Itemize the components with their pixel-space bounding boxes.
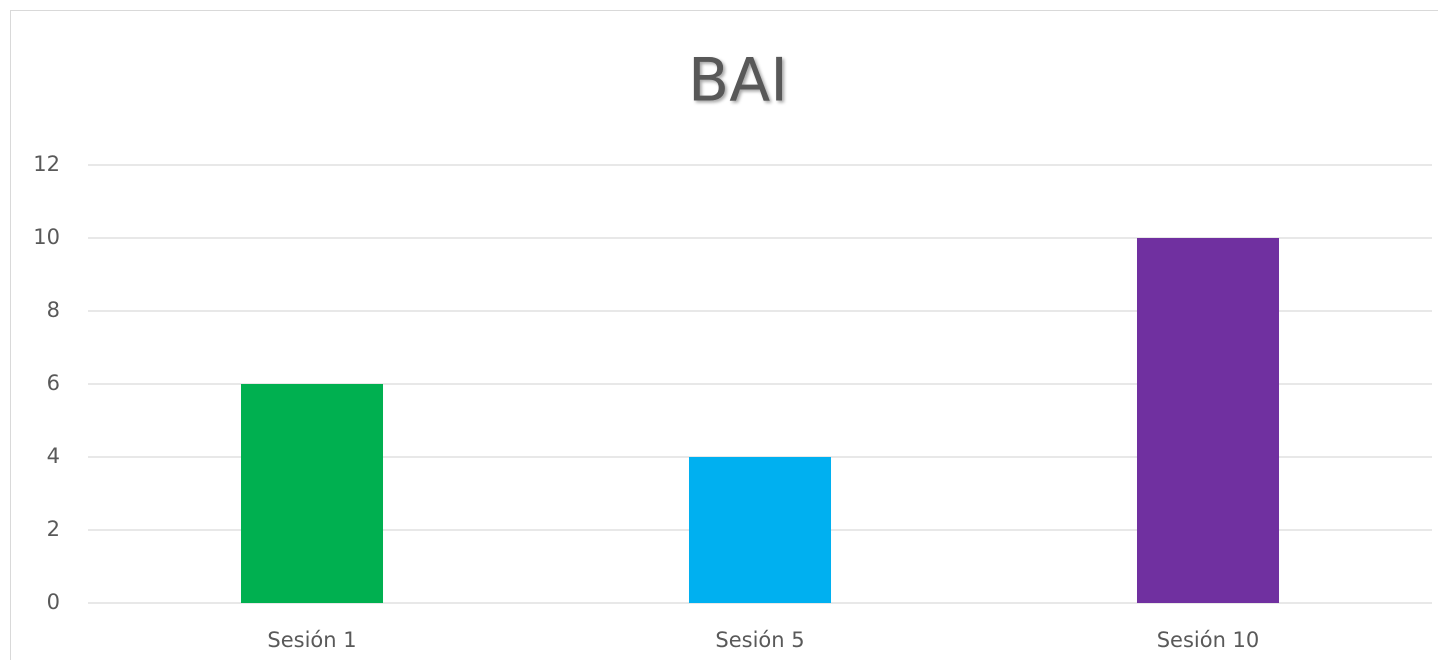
x-tick-label: Sesión 5	[715, 628, 804, 652]
y-tick-label: 0	[47, 590, 60, 614]
bar	[1136, 238, 1280, 603]
bar	[240, 384, 384, 603]
bar	[688, 457, 832, 603]
y-tick-label: 2	[47, 517, 60, 541]
y-tick-label: 8	[47, 298, 60, 322]
y-tick-label: 12	[33, 152, 60, 176]
y-tick-label: 6	[47, 371, 60, 395]
x-tick-label: Sesión 10	[1157, 628, 1260, 652]
chart-title: BAI	[688, 46, 788, 116]
x-tick-label: Sesión 1	[267, 628, 356, 652]
y-tick-label: 4	[47, 444, 60, 468]
y-tick-label: 10	[33, 225, 60, 249]
